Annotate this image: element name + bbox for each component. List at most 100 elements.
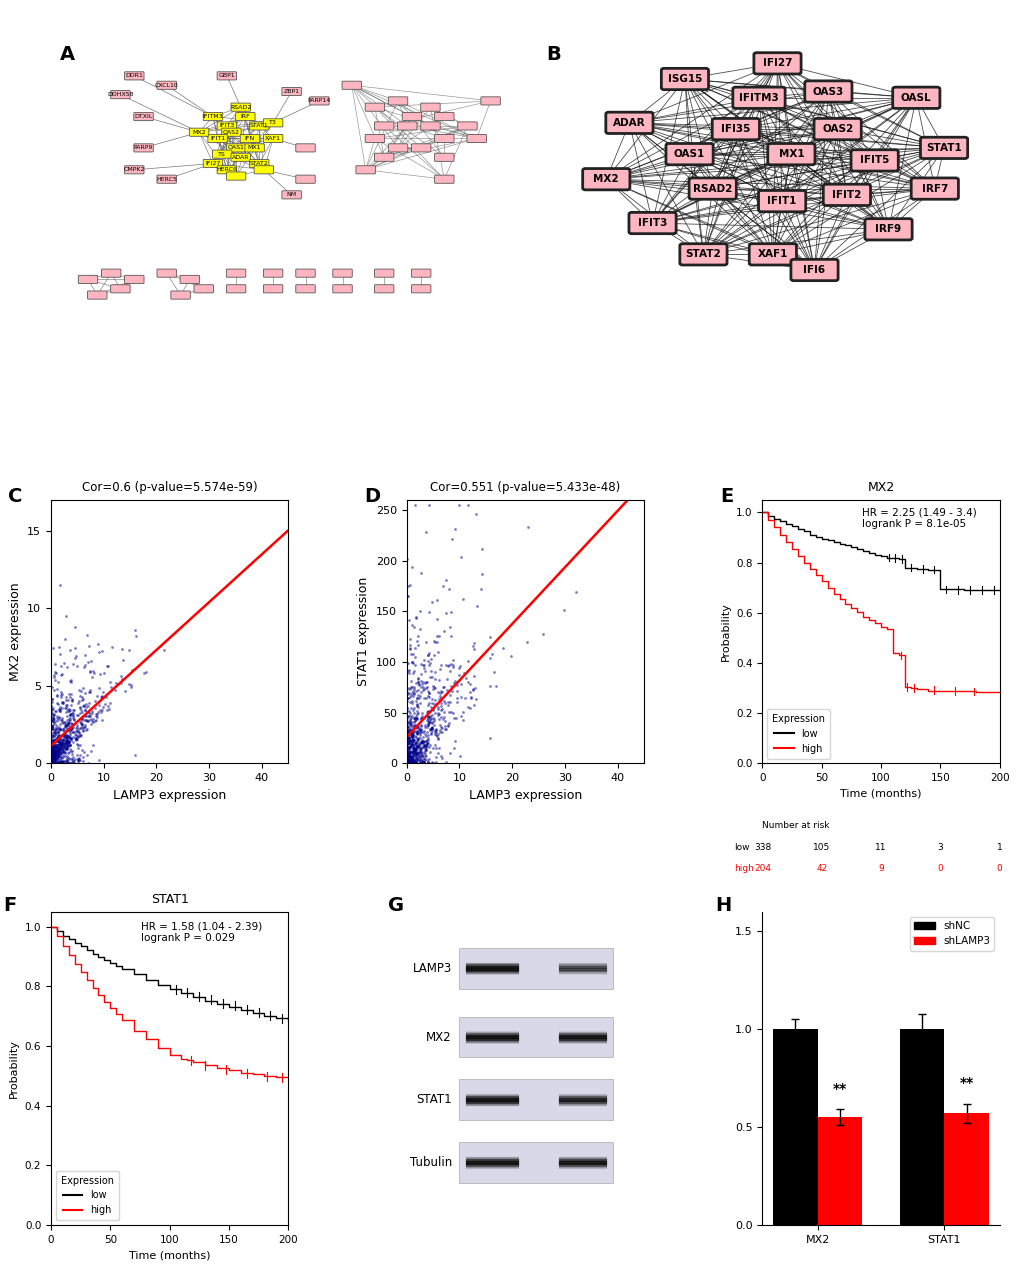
FancyBboxPatch shape xyxy=(813,119,860,140)
Point xyxy=(399,732,416,753)
Point xyxy=(407,752,423,772)
Point xyxy=(64,708,81,729)
Point xyxy=(535,624,551,644)
Point xyxy=(47,740,63,760)
Point xyxy=(59,749,75,769)
Point xyxy=(59,731,75,752)
Point xyxy=(417,661,433,681)
Point xyxy=(406,740,422,760)
Point xyxy=(398,752,415,772)
Point xyxy=(433,717,449,738)
Point xyxy=(404,734,420,754)
Point xyxy=(48,738,64,758)
Text: IFITM3: IFITM3 xyxy=(203,114,223,119)
Point xyxy=(405,720,421,740)
Point xyxy=(406,679,422,699)
Point xyxy=(50,727,66,748)
Point xyxy=(46,752,62,772)
Point xyxy=(82,661,98,681)
Point xyxy=(482,676,498,697)
Point xyxy=(61,731,77,752)
Point xyxy=(46,750,62,771)
Point xyxy=(445,655,462,675)
Point xyxy=(48,744,64,764)
Point xyxy=(45,740,61,760)
Bar xyxy=(899,1030,944,1225)
Point xyxy=(485,662,501,683)
Point xyxy=(91,678,107,698)
Point xyxy=(423,592,439,612)
FancyBboxPatch shape xyxy=(157,269,176,277)
Point xyxy=(76,683,93,703)
Point xyxy=(50,694,66,715)
Point xyxy=(416,657,432,678)
Point xyxy=(82,680,98,701)
Point xyxy=(60,718,76,739)
Point xyxy=(400,660,417,680)
Point xyxy=(406,740,422,760)
Point xyxy=(401,708,418,729)
Point xyxy=(426,689,442,709)
Point xyxy=(416,731,432,752)
Point xyxy=(58,686,74,707)
Point xyxy=(404,723,420,744)
Point xyxy=(97,694,113,715)
Y-axis label: Probability: Probability xyxy=(720,602,730,661)
Point xyxy=(63,718,79,739)
Point xyxy=(54,712,70,732)
Point xyxy=(45,731,61,752)
FancyBboxPatch shape xyxy=(420,103,440,111)
Point xyxy=(409,697,425,717)
Point xyxy=(44,750,60,771)
Point xyxy=(43,695,59,716)
Bar xyxy=(459,1017,612,1058)
Point xyxy=(406,741,422,762)
Point xyxy=(405,739,421,759)
Point xyxy=(428,722,444,743)
Point xyxy=(75,695,92,716)
Point xyxy=(66,648,83,669)
Point xyxy=(555,600,572,620)
Point xyxy=(455,662,472,683)
Point xyxy=(50,707,66,727)
Point xyxy=(435,620,451,641)
Point xyxy=(48,745,64,766)
Point xyxy=(53,735,69,755)
Legend: low, high: low, high xyxy=(766,709,829,759)
Point xyxy=(426,709,442,730)
Point xyxy=(428,609,444,629)
Point xyxy=(460,495,476,516)
Point xyxy=(405,739,421,759)
Point xyxy=(58,713,74,734)
Point xyxy=(423,712,439,732)
Point xyxy=(400,746,417,767)
Point xyxy=(445,672,462,693)
Point xyxy=(409,694,425,715)
Point xyxy=(410,743,426,763)
Point xyxy=(430,681,446,702)
Point xyxy=(69,745,86,766)
Point xyxy=(46,734,62,754)
Point xyxy=(43,717,59,738)
Point xyxy=(404,652,420,672)
Point xyxy=(47,740,63,760)
Point xyxy=(422,723,438,744)
Point xyxy=(100,656,116,676)
Point xyxy=(404,727,420,748)
Point xyxy=(45,750,61,771)
Point xyxy=(54,741,70,762)
Point xyxy=(405,750,421,771)
Point xyxy=(69,738,86,758)
FancyBboxPatch shape xyxy=(732,87,785,108)
Point xyxy=(404,723,420,744)
Point xyxy=(412,745,428,766)
Point xyxy=(398,734,415,754)
Point xyxy=(64,717,81,738)
FancyBboxPatch shape xyxy=(180,276,200,283)
Point xyxy=(70,749,87,769)
Point xyxy=(44,720,60,740)
Point xyxy=(52,739,68,759)
Point xyxy=(63,749,79,769)
Point xyxy=(58,731,74,752)
Point xyxy=(49,748,65,768)
